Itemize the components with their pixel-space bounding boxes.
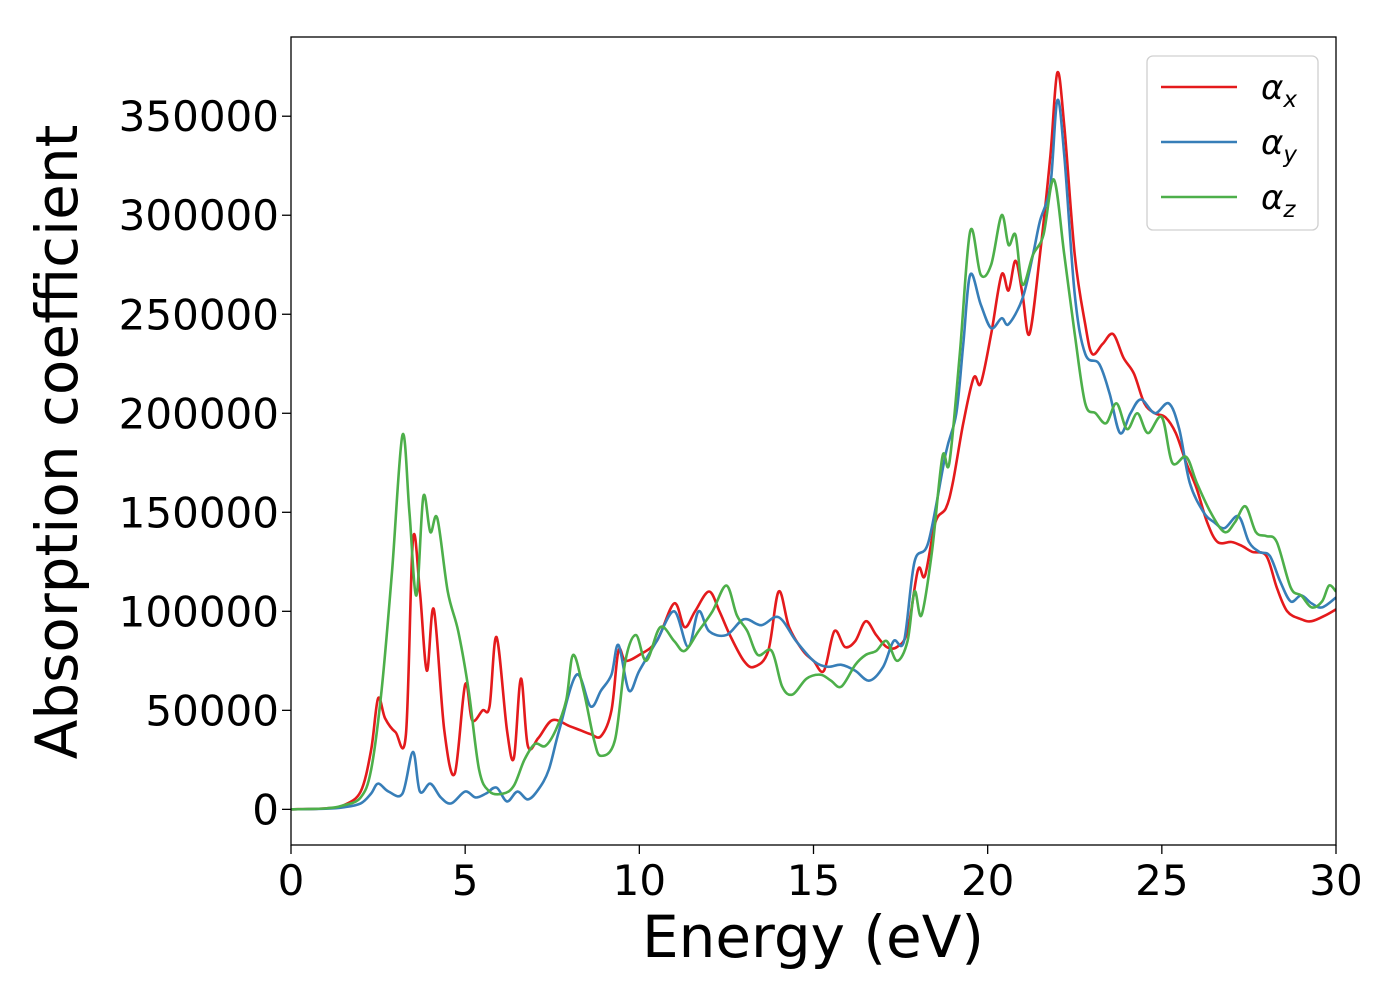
y-tick-label: 100000 [119, 587, 279, 636]
series-line-z [291, 178, 1336, 811]
x-axis-title: Energy (eV) [642, 903, 984, 971]
axes-layer: 0 5 10 15 20 25 30 0 50000 100000 150000 200000 2500… [119, 36, 1363, 905]
x-tick-label: 25 [1135, 856, 1188, 905]
y-tick-label: 200000 [119, 389, 279, 438]
y-tick-label: 350000 [119, 92, 279, 141]
x-tick-label: 20 [961, 856, 1014, 905]
x-tick-label: 15 [787, 856, 840, 905]
x-tick-label: 5 [452, 856, 479, 905]
legend-label-z: αz [1261, 178, 1296, 223]
series-line-y [291, 98, 1336, 811]
y-axis-title: Absorption coefficient [23, 125, 91, 760]
y-tick-label: 250000 [119, 290, 279, 339]
y-tick-label: 300000 [119, 191, 279, 240]
x-tick-label: 10 [613, 856, 666, 905]
x-tick-label: 30 [1309, 856, 1362, 905]
series-layer [291, 70, 1336, 811]
y-tick-label: 0 [252, 785, 279, 834]
legend: αx αy αz [1146, 55, 1319, 231]
x-tick-label: 0 [278, 856, 305, 905]
legend-label-y: αy [1261, 123, 1297, 168]
legend-label-x: αx [1261, 68, 1297, 113]
y-tick-label: 150000 [119, 488, 279, 537]
y-tick-label: 50000 [145, 686, 279, 735]
